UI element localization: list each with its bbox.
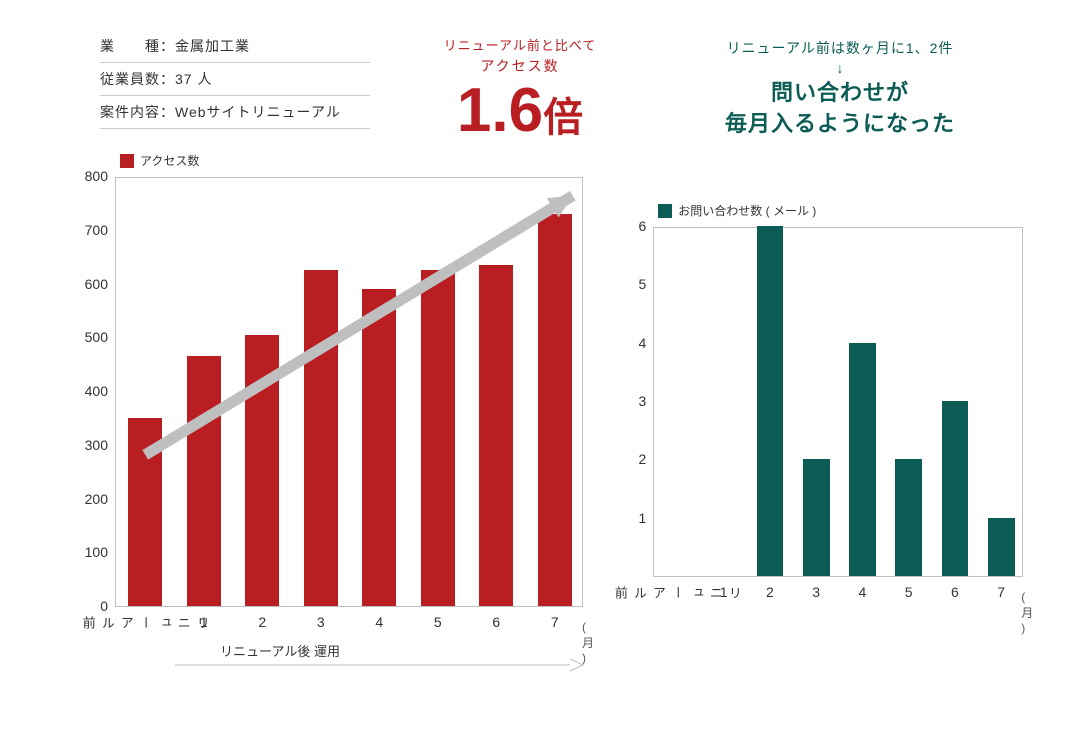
y-tick-label: 400 [76, 383, 116, 399]
info-table: 業 種：金属加工業 従業員数：37 人 案件内容：Webサイトリニューアル [100, 30, 370, 129]
info-value: Webサイトリニューアル [175, 104, 341, 120]
legend-label: お問い合わせ数 ( メール ) [678, 202, 816, 219]
bar [479, 265, 513, 606]
metric-unit: 倍 [543, 96, 583, 140]
y-tick-label: 100 [76, 544, 116, 560]
y-tick-label: 3 [614, 393, 654, 409]
x-axis-unit: ( 月 ) [1021, 580, 1033, 635]
y-tick-label: 500 [76, 329, 116, 345]
bar [895, 459, 922, 576]
info-value: 37 人 [175, 71, 212, 87]
y-tick-label: 600 [76, 276, 116, 292]
y-tick-label: 300 [76, 437, 116, 453]
x-tick-label: 1 [720, 576, 728, 600]
post-renewal-arrow [175, 658, 585, 672]
metric-caption-2: アクセス数 [430, 56, 610, 76]
bar [849, 343, 876, 576]
x-axis-unit: ( 月 ) [582, 610, 594, 665]
bar [304, 270, 338, 606]
access-legend: アクセス数 [120, 152, 199, 169]
inquiry-result-2: 毎月入るようになった [670, 109, 1010, 140]
y-tick-label: 200 [76, 491, 116, 507]
access-plot: 0100200300400500600700800リニューアル前1234567 [115, 177, 583, 607]
metric-block: リニューアル前と比べて アクセス数 1.6倍 [430, 30, 610, 142]
y-tick-label: 2 [614, 451, 654, 467]
x-tick-label: 3 [812, 576, 820, 600]
bar [421, 270, 455, 606]
info-value: 金属加工業 [175, 38, 250, 54]
x-tick-label: 2 [766, 576, 774, 600]
metric-number: 1.6倍 [430, 80, 610, 142]
x-tick-label: 5 [434, 606, 442, 630]
x-tick-label: 6 [492, 606, 500, 630]
x-tick-label: 1 [200, 606, 208, 630]
x-tick-label: 4 [375, 606, 383, 630]
metric-caption-1: リニューアル前と比べて [430, 35, 610, 54]
x-tick-label: 7 [997, 576, 1005, 600]
legend-swatch [120, 154, 134, 168]
y-tick-label: 800 [76, 168, 116, 184]
bar [988, 518, 1015, 576]
inquiry-legend: お問い合わせ数 ( メール ) [658, 202, 816, 219]
x-tick-label: 6 [951, 576, 959, 600]
x-tick-label: 5 [905, 576, 913, 600]
x-tick-label: 2 [258, 606, 266, 630]
x-tick-label: 7 [551, 606, 559, 630]
bar [757, 226, 784, 576]
info-label: 案件内容： [100, 104, 175, 120]
metric-value: 1.6 [457, 76, 543, 145]
inquiry-caption: リニューアル前は数ヶ月に1、2件 [670, 38, 1010, 58]
info-label: 業 種： [100, 38, 175, 54]
down-arrow-icon: ↓ [670, 60, 1010, 76]
bar [128, 418, 162, 606]
bar [245, 335, 279, 606]
inquiry-plot: 123456リニューアル前1234567 [653, 227, 1023, 577]
x-tick-label: リニューアル前 [79, 606, 212, 630]
bar [362, 289, 396, 606]
x-tick-label: 4 [859, 576, 867, 600]
y-tick-label: 4 [614, 335, 654, 351]
access-chart: アクセス数 0100200300400500600700800リニューアル前12… [60, 152, 583, 672]
x-tick-label: 3 [317, 606, 325, 630]
info-label: 従業員数： [100, 71, 175, 87]
y-tick-label: 1 [614, 510, 654, 526]
bar [942, 401, 969, 576]
bar [187, 356, 221, 606]
y-tick-label: 700 [76, 222, 116, 238]
info-row-employees: 従業員数：37 人 [100, 63, 370, 96]
bar [538, 214, 572, 606]
info-row-industry: 業 種：金属加工業 [100, 30, 370, 63]
y-tick-label: 5 [614, 276, 654, 292]
legend-swatch [658, 204, 672, 218]
y-tick-label: 6 [614, 218, 654, 234]
bar [803, 459, 830, 576]
inquiry-result-1: 問い合わせが [670, 78, 1010, 109]
inquiry-block: リニューアル前は数ヶ月に1、2件 ↓ 問い合わせが 毎月入るようになった [670, 30, 1010, 140]
inquiry-chart: お問い合わせ数 ( メール ) 123456リニューアル前1234567 ( 月… [613, 202, 1030, 672]
legend-label: アクセス数 [140, 152, 199, 169]
info-row-project: 案件内容：Webサイトリニューアル [100, 96, 370, 129]
